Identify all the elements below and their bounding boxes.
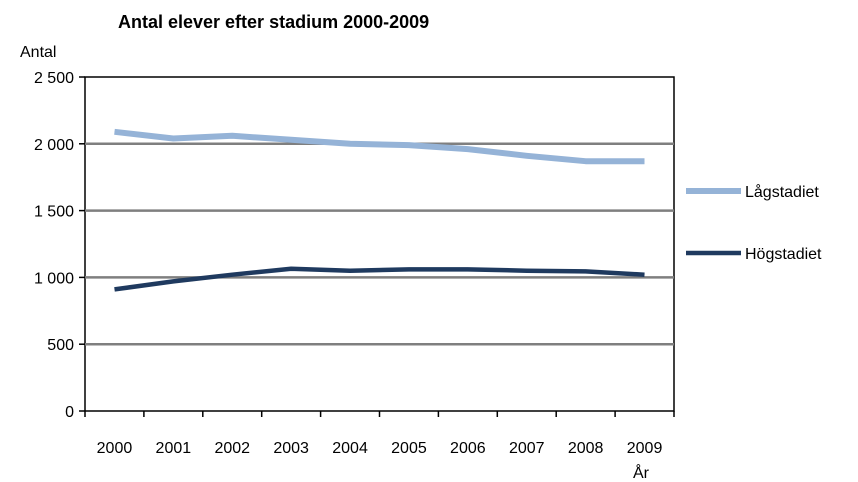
axes — [79, 76, 675, 417]
y-tick-label: 2 000 — [34, 137, 74, 154]
x-tick-label: 2004 — [332, 440, 368, 457]
plot-area — [84, 76, 675, 412]
y-tick-label: 2 500 — [34, 70, 74, 87]
x-tick-label: 2001 — [156, 440, 192, 457]
x-tick-label: 2000 — [97, 440, 133, 457]
x-tick-label: 2002 — [214, 440, 250, 457]
y-axis-label: Antal — [20, 44, 56, 61]
y-tick-label: 1 500 — [34, 204, 74, 221]
series-lines — [114, 128, 645, 292]
x-tick-label: 2003 — [273, 440, 309, 457]
x-tick-label: 2007 — [509, 440, 545, 457]
legend-label: Högstadiet — [745, 246, 822, 263]
y-tick-label: 500 — [47, 337, 74, 354]
x-axis-label: År — [633, 463, 650, 482]
x-tick-label: 2008 — [568, 440, 604, 457]
y-tick-labels: 0 500 1 000 1 500 2 000 2 500 — [34, 70, 74, 421]
x-tick-label: 2005 — [391, 440, 427, 457]
y-tick-label: 1 000 — [34, 270, 74, 287]
x-tick-labels: 2000 2001 2002 2003 2004 2005 2006 2007 2008 2009 — [97, 440, 663, 457]
y-tick-label: 0 — [65, 404, 74, 421]
series-line-2 — [114, 266, 645, 292]
series-line-1 — [114, 128, 645, 165]
x-tick-label: 2006 — [450, 440, 486, 457]
legend-label: Lågstadiet — [745, 183, 819, 201]
chart-title: Antal elever efter stadium 2000-2009 — [118, 12, 429, 32]
legend: Lågstadiet Högstadiet — [686, 183, 822, 263]
x-tick-label: 2009 — [627, 440, 663, 457]
